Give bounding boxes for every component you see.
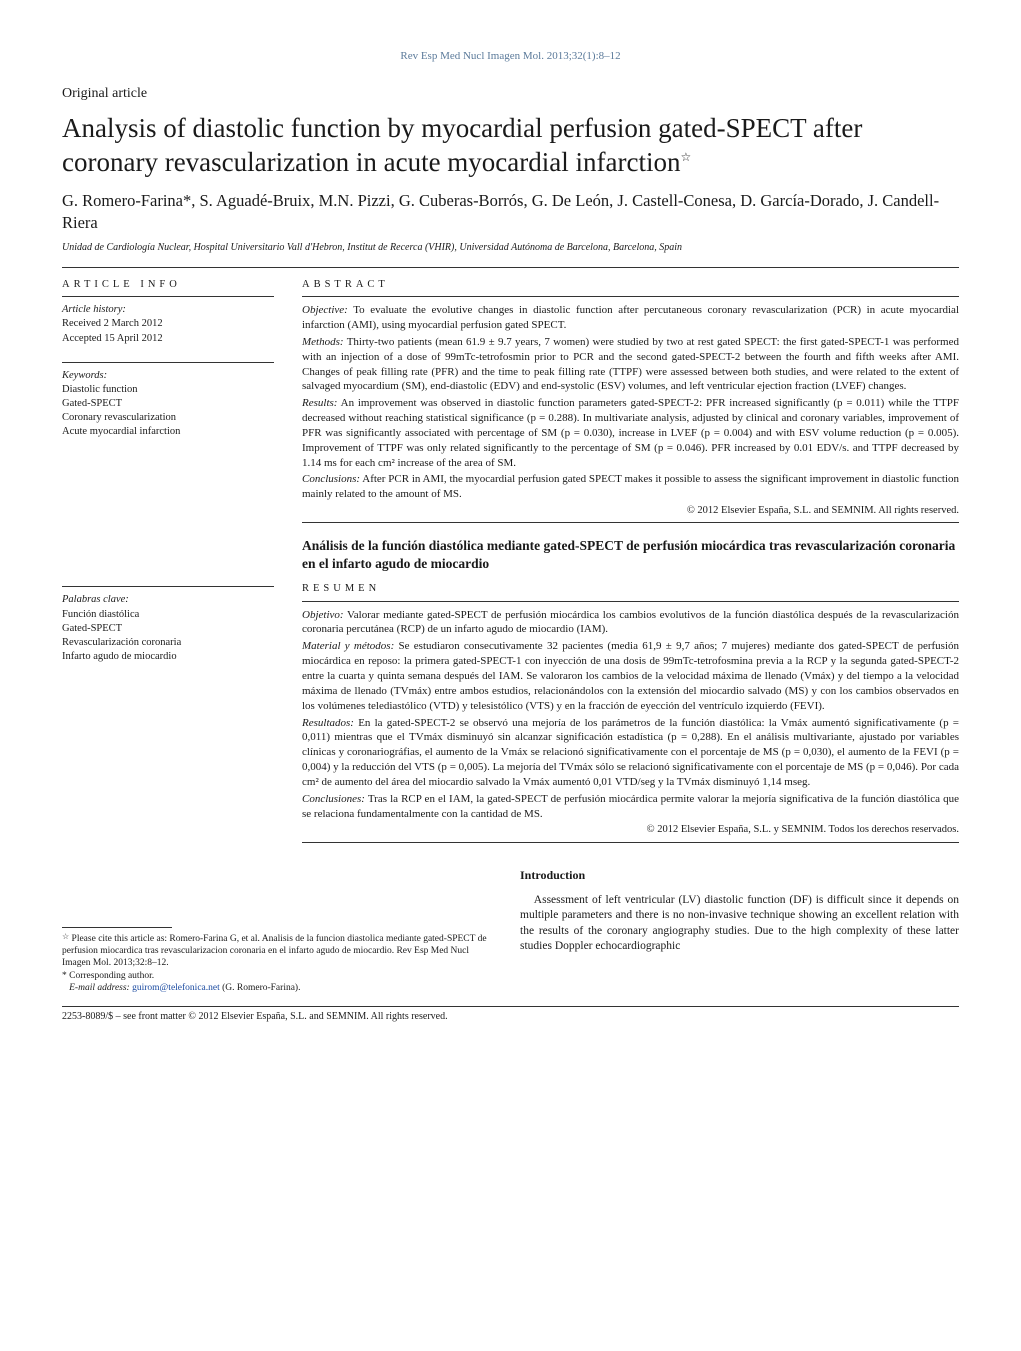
resumen-conclusiones: Conclusiones: Tras la RCP en el IAM, la … [302, 792, 959, 822]
divider [302, 296, 959, 297]
footnotes: ☆ Please cite this article as: Romero-Fa… [62, 932, 492, 995]
article-history-label: Article history: [62, 304, 126, 315]
keyword: Diastolic function [62, 383, 274, 397]
objetivo-label: Objetivo: [302, 609, 344, 621]
divider [302, 842, 959, 843]
resumen-material: Material y métodos: Se estudiaron consec… [302, 639, 959, 713]
keyword: Acute myocardial infarction [62, 425, 274, 439]
resumen-resultados: Resultados: En la gated-SPECT-2 se obser… [302, 716, 959, 790]
abstract-conclusions: Conclusions: After PCR in AMI, the myoca… [302, 472, 959, 502]
introduction-text: Assessment of left ventricular (LV) dias… [520, 893, 959, 955]
material-text: Se estudiaron consecutivamente 32 pacien… [302, 640, 959, 711]
divider [62, 296, 274, 297]
conclusions-label: Conclusions: [302, 473, 360, 485]
email-name: (G. Romero-Farina). [222, 983, 300, 993]
objective-text: To evaluate the evolutive changes in dia… [302, 304, 959, 331]
palabra: Función diastólica [62, 608, 274, 622]
affiliation: Unidad de Cardiología Nuclear, Hospital … [62, 242, 959, 253]
article-info-heading: article info [62, 278, 274, 292]
keyword: Gated-SPECT [62, 397, 274, 411]
received-date: Received 2 March 2012 [62, 318, 163, 329]
article-history: Article history: Received 2 March 2012 A… [62, 303, 274, 346]
objective-label: Objective: [302, 304, 348, 316]
palabras-label: Palabras clave: [62, 594, 129, 605]
divider [62, 267, 959, 268]
divider [62, 362, 274, 363]
cite-footnote: ☆ Please cite this article as: Romero-Fa… [62, 932, 492, 970]
email-link[interactable]: guirom@telefonica.net [132, 983, 220, 993]
resultados-text: En la gated-SPECT-2 se observó una mejor… [302, 717, 959, 788]
cite-text: Please cite this article as: Romero-Fari… [62, 934, 487, 969]
email-label: E-mail address: [69, 983, 130, 993]
abstract-methods: Methods: Thirty-two patients (mean 61.9 … [302, 335, 959, 394]
abstract-objective: Objective: To evaluate the evolutive cha… [302, 303, 959, 333]
methods-label: Methods: [302, 336, 344, 348]
conclusiones-label: Conclusiones: [302, 793, 365, 805]
copyright-en: © 2012 Elsevier España, S.L. and SEMNIM.… [302, 504, 959, 518]
keyword: Coronary revascularization [62, 411, 274, 425]
results-label: Results: [302, 397, 337, 409]
conclusiones-text: Tras la RCP en el IAM, la gated-SPECT de… [302, 793, 959, 820]
spanish-title: Análisis de la función diastólica median… [302, 537, 959, 572]
palabras-block: Palabras clave: Función diastólica Gated… [62, 593, 274, 664]
author-list: G. Romero-Farina*, S. Aguadé-Bruix, M.N.… [62, 190, 959, 235]
keywords-label: Keywords: [62, 370, 107, 381]
objetivo-text: Valorar mediante gated-SPECT de perfusió… [302, 609, 959, 636]
article-type: Original article [62, 86, 959, 102]
corr-text: Corresponding author. [69, 971, 154, 981]
accepted-date: Accepted 15 April 2012 [62, 333, 163, 344]
abstract-heading: abstract [302, 278, 959, 292]
methods-text: Thirty-two patients (mean 61.9 ± 9.7 yea… [302, 336, 959, 393]
star-icon: ☆ [62, 932, 69, 941]
divider [302, 522, 959, 523]
front-matter: 2253-8089/$ – see front matter © 2012 El… [62, 1011, 959, 1022]
title-text: Analysis of diastolic function by myocar… [62, 113, 862, 177]
journal-header: Rev Esp Med Nucl Imagen Mol. 2013;32(1):… [62, 50, 959, 62]
resumen-objetivo: Objetivo: Valorar mediante gated-SPECT d… [302, 608, 959, 638]
keywords-block: Keywords: Diastolic function Gated-SPECT… [62, 369, 274, 440]
divider [62, 1006, 959, 1007]
introduction-heading: Introduction [520, 867, 959, 883]
divider [302, 601, 959, 602]
corresponding-footnote: * Corresponding author. [62, 970, 492, 982]
material-label: Material y métodos: [302, 640, 394, 652]
palabra: Gated-SPECT [62, 622, 274, 636]
resultados-label: Resultados: [302, 717, 354, 729]
corr-marker: * [62, 971, 67, 981]
palabra: Infarto agudo de miocardio [62, 650, 274, 664]
resumen-heading: resumen [302, 582, 959, 596]
footnote-divider [62, 927, 172, 928]
copyright-es: © 2012 Elsevier España, S.L. y SEMNIM. T… [302, 823, 959, 837]
email-footnote: E-mail address: guirom@telefonica.net (G… [62, 982, 492, 994]
article-title: Analysis of diastolic function by myocar… [62, 112, 959, 180]
abstract-results: Results: An improvement was observed in … [302, 396, 959, 470]
palabra: Revascularización coronaria [62, 636, 274, 650]
title-marker: ☆ [680, 150, 691, 164]
results-text: An improvement was observed in diastolic… [302, 397, 959, 468]
divider [62, 586, 274, 587]
conclusions-text: After PCR in AMI, the myocardial perfusi… [302, 473, 959, 500]
